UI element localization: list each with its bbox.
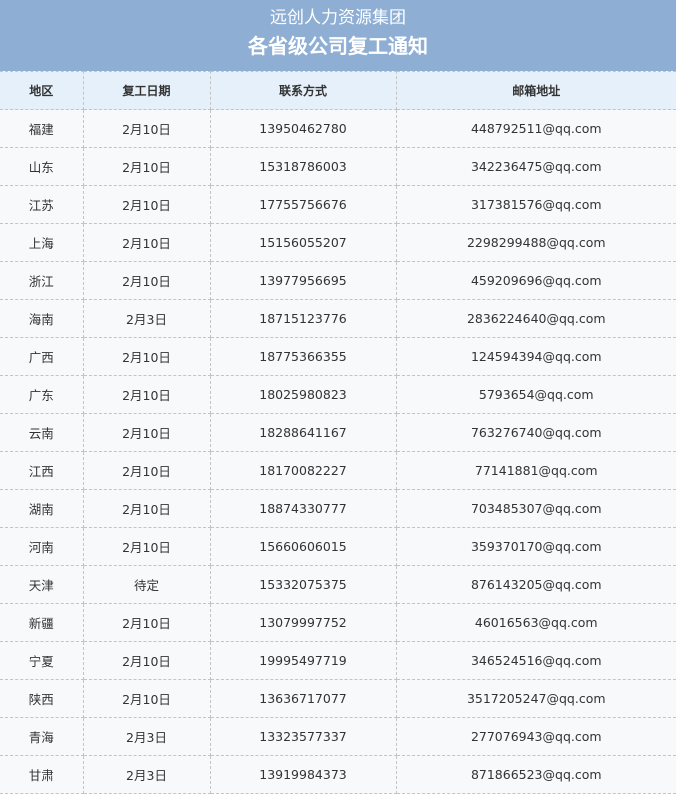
table-row: 陕西 2月10日 13636717077 3517205247@qq.com (0, 679, 676, 718)
table-row: 宁夏 2月10日 19995497719 346524516@qq.com (0, 641, 676, 680)
column-header-phone: 联系方式 (209, 71, 397, 110)
table-row: 青海 2月3日 13323577337 277076943@qq.com (0, 717, 676, 756)
cell-phone: 15156055207 (209, 223, 397, 262)
cell-phone: 15660606015 (209, 527, 397, 566)
cell-date: 2月10日 (82, 185, 211, 224)
table-row: 新疆 2月10日 13079997752 46016563@qq.com (0, 603, 676, 642)
cell-email: 2298299488@qq.com (395, 223, 676, 262)
cell-phone: 17755756676 (209, 185, 397, 224)
cell-phone: 18025980823 (209, 375, 397, 414)
table-row: 江苏 2月10日 17755756676 317381576@qq.com (0, 185, 676, 224)
cell-email: 763276740@qq.com (395, 413, 676, 452)
cell-phone: 13079997752 (209, 603, 397, 642)
table-header-row: 地区 复工日期 联系方式 邮箱地址 (0, 71, 676, 110)
cell-email: 2836224640@qq.com (395, 299, 676, 338)
table-row: 湖南 2月10日 18874330777 703485307@qq.com (0, 489, 676, 528)
cell-region: 上海 (0, 223, 84, 262)
table-row: 广东 2月10日 18025980823 5793654@qq.com (0, 375, 676, 414)
cell-region: 陕西 (0, 679, 84, 718)
cell-region: 云南 (0, 413, 84, 452)
cell-date: 2月10日 (82, 451, 211, 490)
cell-email: 448792511@qq.com (395, 109, 676, 148)
cell-phone: 15318786003 (209, 147, 397, 186)
cell-region: 浙江 (0, 261, 84, 300)
cell-region: 广东 (0, 375, 84, 414)
table-row: 浙江 2月10日 13977956695 459209696@qq.com (0, 261, 676, 300)
cell-email: 317381576@qq.com (395, 185, 676, 224)
column-header-region: 地区 (0, 71, 84, 110)
cell-phone: 15332075375 (209, 565, 397, 604)
cell-email: 346524516@qq.com (395, 641, 676, 680)
cell-phone: 13919984373 (209, 755, 397, 794)
page-title: 各省级公司复工通知 (248, 34, 428, 58)
cell-email: 876143205@qq.com (395, 565, 676, 604)
cell-phone: 13950462780 (209, 109, 397, 148)
table-row: 海南 2月3日 18715123776 2836224640@qq.com (0, 299, 676, 338)
cell-date: 待定 (82, 565, 211, 604)
cell-email: 77141881@qq.com (395, 451, 676, 490)
cell-email: 359370170@qq.com (395, 527, 676, 566)
table-row: 上海 2月10日 15156055207 2298299488@qq.com (0, 223, 676, 262)
cell-phone: 13323577337 (209, 717, 397, 756)
cell-date: 2月10日 (82, 527, 211, 566)
table-row: 山东 2月10日 15318786003 342236475@qq.com (0, 147, 676, 186)
cell-date: 2月10日 (82, 641, 211, 680)
table-row: 天津 待定 15332075375 876143205@qq.com (0, 565, 676, 604)
cell-date: 2月3日 (82, 299, 211, 338)
cell-date: 2月3日 (82, 755, 211, 794)
cell-email: 46016563@qq.com (395, 603, 676, 642)
cell-date: 2月10日 (82, 109, 211, 148)
cell-phone: 18775366355 (209, 337, 397, 376)
cell-region: 青海 (0, 717, 84, 756)
cell-region: 甘肃 (0, 755, 84, 794)
table-row: 江西 2月10日 18170082227 77141881@qq.com (0, 451, 676, 490)
cell-email: 3517205247@qq.com (395, 679, 676, 718)
cell-region: 江西 (0, 451, 84, 490)
cell-region: 宁夏 (0, 641, 84, 680)
cell-region: 湖南 (0, 489, 84, 528)
cell-date: 2月10日 (82, 489, 211, 528)
cell-email: 5793654@qq.com (395, 375, 676, 414)
notice-table: 地区 复工日期 联系方式 邮箱地址 福建 2月10日 13950462780 4487925… (0, 71, 676, 794)
column-header-date: 复工日期 (82, 71, 211, 110)
cell-email: 871866523@qq.com (395, 755, 676, 794)
cell-date: 2月10日 (82, 413, 211, 452)
cell-phone: 18874330777 (209, 489, 397, 528)
cell-region: 广西 (0, 337, 84, 376)
cell-email: 459209696@qq.com (395, 261, 676, 300)
cell-date: 2月10日 (82, 147, 211, 186)
cell-date: 2月10日 (82, 375, 211, 414)
cell-date: 2月10日 (82, 337, 211, 376)
cell-phone: 19995497719 (209, 641, 397, 680)
cell-date: 2月3日 (82, 717, 211, 756)
cell-email: 342236475@qq.com (395, 147, 676, 186)
cell-date: 2月10日 (82, 223, 211, 262)
cell-email: 703485307@qq.com (395, 489, 676, 528)
cell-region: 江苏 (0, 185, 84, 224)
table-row: 福建 2月10日 13950462780 448792511@qq.com (0, 109, 676, 148)
cell-email: 277076943@qq.com (395, 717, 676, 756)
cell-region: 天津 (0, 565, 84, 604)
cell-phone: 18170082227 (209, 451, 397, 490)
cell-region: 河南 (0, 527, 84, 566)
cell-phone: 13977956695 (209, 261, 397, 300)
column-header-email: 邮箱地址 (395, 71, 676, 110)
table-row: 河南 2月10日 15660606015 359370170@qq.com (0, 527, 676, 566)
banner: 远创人力资源集团 各省级公司复工通知 (0, 0, 676, 71)
cell-region: 新疆 (0, 603, 84, 642)
cell-date: 2月10日 (82, 603, 211, 642)
org-name: 远创人力资源集团 (270, 8, 406, 28)
cell-phone: 13636717077 (209, 679, 397, 718)
cell-region: 山东 (0, 147, 84, 186)
cell-region: 福建 (0, 109, 84, 148)
table-row: 云南 2月10日 18288641167 763276740@qq.com (0, 413, 676, 452)
cell-phone: 18288641167 (209, 413, 397, 452)
cell-region: 海南 (0, 299, 84, 338)
cell-phone: 18715123776 (209, 299, 397, 338)
cell-email: 124594394@qq.com (395, 337, 676, 376)
cell-date: 2月10日 (82, 679, 211, 718)
table-row: 广西 2月10日 18775366355 124594394@qq.com (0, 337, 676, 376)
table-row: 甘肃 2月3日 13919984373 871866523@qq.com (0, 755, 676, 794)
cell-date: 2月10日 (82, 261, 211, 300)
